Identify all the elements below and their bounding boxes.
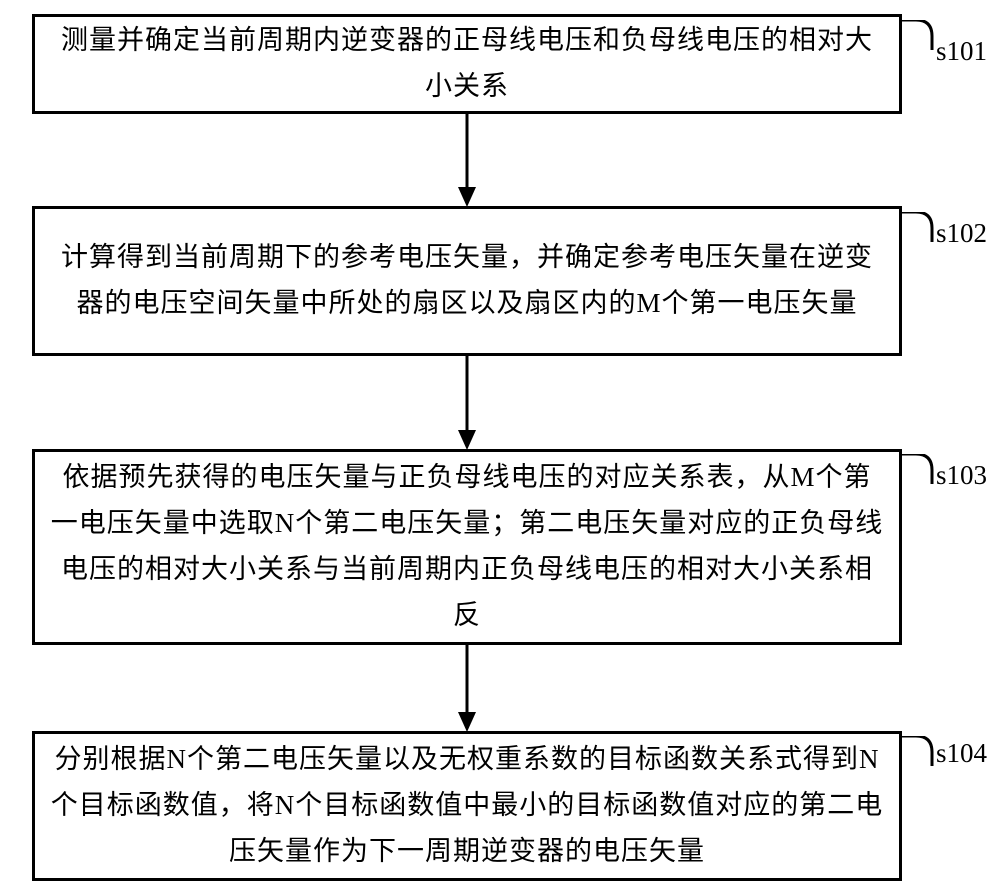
bracket-s103 [902, 454, 936, 488]
flow-node-s104: 分别根据N个第二电压矢量以及无权重系数的目标函数关系式得到N个目标函数值，将N个… [32, 731, 902, 881]
flowchart-canvas: 测量并确定当前周期内逆变器的正母线电压和负母线电压的相对大小关系 s101 计算… [0, 0, 1000, 883]
step-label-s103: s103 [936, 460, 987, 491]
flow-node-text: 分别根据N个第二电压矢量以及无权重系数的目标函数关系式得到N个目标函数值，将N个… [49, 737, 885, 875]
flow-node-s102: 计算得到当前周期下的参考电压矢量，并确定参考电压矢量在逆变器的电压空间矢量中所处… [32, 206, 902, 356]
flow-node-text: 依据预先获得的电压矢量与正负母线电压的对应关系表，从M个第一电压矢量中选取N个第… [49, 455, 885, 639]
flow-node-text: 计算得到当前周期下的参考电压矢量，并确定参考电压矢量在逆变器的电压空间矢量中所处… [49, 235, 885, 327]
bracket-s102 [902, 212, 936, 246]
step-label-s102: s102 [936, 218, 987, 249]
flow-node-s101: 测量并确定当前周期内逆变器的正母线电压和负母线电压的相对大小关系 [32, 14, 902, 114]
bracket-s101 [902, 20, 936, 54]
step-label-s101: s101 [936, 36, 987, 67]
flow-node-text: 测量并确定当前周期内逆变器的正母线电压和负母线电压的相对大小关系 [49, 18, 885, 110]
step-label-s104: s104 [936, 738, 987, 769]
flow-node-s103: 依据预先获得的电压矢量与正负母线电压的对应关系表，从M个第一电压矢量中选取N个第… [32, 449, 902, 645]
bracket-s104 [902, 736, 936, 770]
